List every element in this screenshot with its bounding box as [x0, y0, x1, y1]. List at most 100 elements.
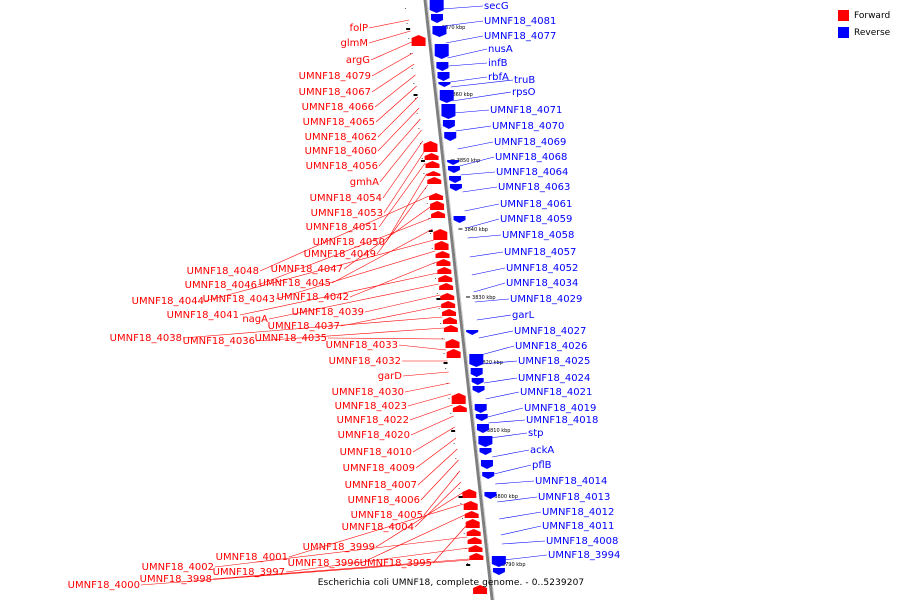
forward-gene-label: UMNF18_3995	[360, 558, 432, 569]
forward-leader-line	[378, 118, 421, 167]
forward-gene-label: nagA	[242, 314, 268, 325]
forward-gene-glyph	[473, 585, 488, 594]
forward-leader-line	[398, 344, 447, 351]
gap-marker	[406, 28, 411, 30]
reverse-gene-glyph	[491, 556, 506, 567]
forward-leader-line	[212, 558, 470, 580]
reverse-leader-line	[447, 48, 488, 59]
forward-leader-line	[360, 514, 465, 564]
forward-gene-label: UMNF18_4046	[185, 280, 257, 291]
forward-leader-line	[377, 107, 420, 152]
reverse-gene-label: UMNF18_4029	[510, 294, 582, 305]
scale-dot	[448, 398, 450, 399]
scale-dot	[411, 68, 413, 69]
scale-dot	[436, 293, 438, 294]
genome-axis-shadow	[426, 0, 496, 604]
reverse-leader-line	[500, 525, 542, 536]
forward-leader-line	[288, 503, 464, 558]
reverse-leader-line	[503, 554, 548, 561]
reverse-gene-label: UMNF18_3994	[548, 550, 620, 561]
forward-gene-label: UMNF18_4020	[338, 430, 410, 441]
gap-marker	[413, 94, 418, 96]
scale-dot	[445, 368, 447, 369]
genome-caption: Escherichia coli UMNF18, complete genome…	[0, 578, 900, 588]
forward-gene-glyph	[467, 537, 482, 544]
reverse-leader-line	[474, 298, 510, 303]
forward-gene-label: UMNF18_3997	[213, 567, 285, 578]
reverse-gene-label: UMNF18_4071	[490, 105, 562, 116]
reverse-gene-label: UMNF18_4012	[542, 507, 614, 518]
forward-gene-label: UMNF18_4037	[268, 321, 340, 332]
forward-gene-label: UMNF18_4056	[306, 161, 378, 172]
reverse-gene-label: UMNF18_4026	[515, 341, 587, 352]
scale-dot	[435, 278, 437, 279]
reverse-leader-line	[466, 218, 500, 229]
forward-leader-line	[412, 426, 455, 453]
legend-item-reverse: Reverse	[838, 25, 898, 40]
forward-gene-glyph	[445, 339, 460, 348]
forward-gene-label: UMNF18_4044	[132, 296, 204, 307]
reverse-leader-line	[441, 5, 484, 10]
reverse-leader-line	[445, 35, 484, 44]
forward-gene-glyph	[433, 229, 448, 240]
reverse-leader-line	[464, 203, 500, 212]
forward-leader-line	[371, 52, 414, 77]
forward-gene-glyph	[434, 241, 449, 250]
reverse-leader-line	[448, 62, 488, 67]
reverse-gene-glyph	[449, 176, 462, 183]
forward-leader-line	[410, 415, 454, 436]
reverse-leader-line	[488, 419, 526, 424]
reverse-leader-line	[483, 377, 518, 384]
forward-gene-label: UMNF18_3998	[140, 574, 212, 585]
reverse-gene-label: rbfA	[488, 72, 509, 83]
reverse-gene-glyph	[434, 44, 449, 59]
forward-leader-line	[214, 536, 468, 568]
reverse-gene-glyph	[429, 0, 444, 13]
reverse-gene-label: secG	[484, 1, 509, 12]
forward-leader-line	[140, 559, 470, 586]
forward-leader-line	[268, 283, 439, 320]
forward-leader-line	[182, 316, 443, 339]
reverse-leader-line	[485, 391, 520, 400]
forward-gene-glyph	[452, 405, 467, 412]
reverse-gene-label: UMNF18_4013	[538, 492, 610, 503]
forward-gene-label: UMNF18_4000	[68, 580, 140, 591]
forward-leader-line	[409, 404, 453, 421]
forward-gene-glyph	[465, 519, 480, 528]
reverse-gene-glyph	[447, 166, 460, 173]
forward-gene-label: UMNF18_4036	[183, 336, 255, 347]
reverse-gene-label: UMNF18_4081	[484, 16, 556, 27]
scale-dot	[406, 23, 408, 24]
forward-gene-label: UMNF18_4043	[203, 294, 275, 305]
forward-gene-label: UMNF18_4023	[335, 401, 407, 412]
forward-gene-label: folP	[350, 23, 368, 34]
forward-gene-label: UMNF18_3996	[288, 558, 360, 569]
forward-gene-glyph	[438, 275, 453, 282]
reverse-gene-label: pflB	[532, 460, 552, 471]
reverse-gene-label: infB	[488, 58, 508, 69]
scale-dot	[460, 503, 462, 504]
forward-gene-label: UMNF18_4053	[311, 208, 383, 219]
forward-gene-label: UMNF18_4065	[303, 117, 375, 128]
forward-gene-label: UMNF18_4035	[255, 333, 327, 344]
forward-gene-label: UMNF18_4062	[305, 132, 377, 143]
forward-leader-line	[340, 305, 442, 327]
reverse-leader-line	[469, 251, 504, 258]
reverse-gene-glyph	[480, 460, 493, 469]
gap-marker	[436, 298, 441, 300]
forward-leader-line	[374, 74, 416, 108]
forward-gene-label: UMNF18_4051	[306, 222, 378, 233]
reverse-gene-label: UMNF18_4011	[542, 521, 614, 532]
reverse-leader-line	[443, 20, 484, 27]
forward-leader-line	[423, 470, 460, 516]
scale-dot	[425, 188, 427, 189]
forward-gene-glyph	[429, 193, 444, 200]
reverse-leader-line	[455, 125, 492, 132]
gap-marker	[420, 160, 425, 162]
forward-leader-line	[417, 448, 458, 486]
reverse-gene-glyph	[478, 436, 493, 447]
reverse-leader-line	[497, 496, 538, 503]
reverse-leader-line	[473, 282, 506, 293]
forward-gene-glyph	[468, 545, 483, 552]
